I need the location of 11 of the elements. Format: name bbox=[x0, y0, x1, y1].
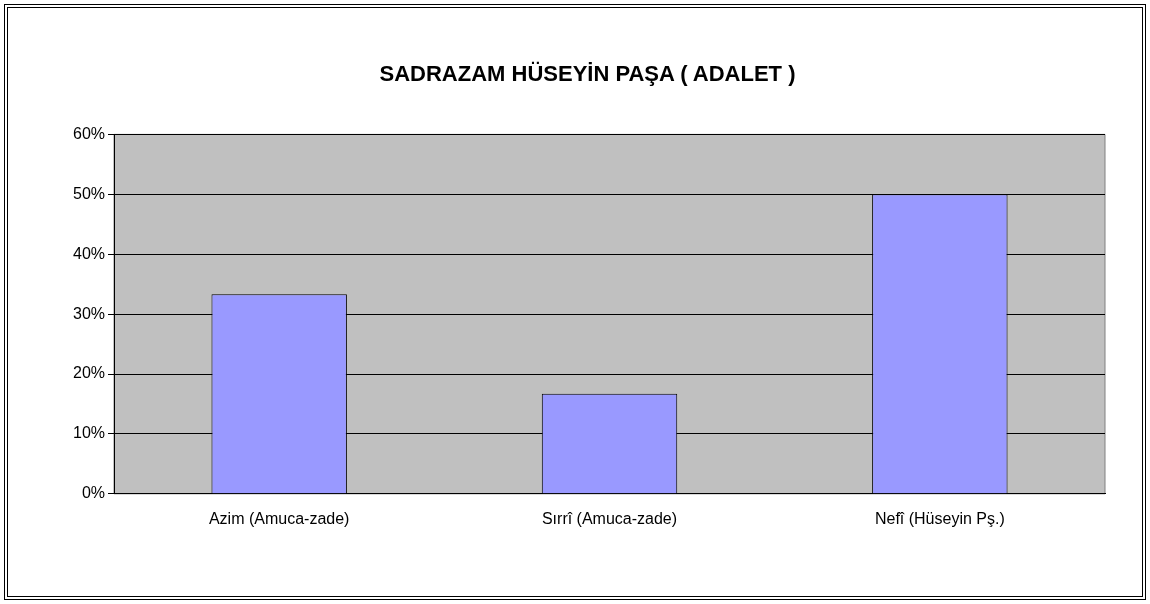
y-tick-label: 60% bbox=[72, 124, 106, 142]
y-tick-label: 10% bbox=[72, 424, 106, 442]
x-tick-label: Sırrî (Amuca-zade) bbox=[541, 509, 678, 527]
y-tick-label: 50% bbox=[72, 184, 106, 202]
y-tick-label: 40% bbox=[72, 244, 106, 262]
y-tick-label: 20% bbox=[72, 364, 106, 382]
x-tick-label: Nefî (Hüseyin Pş.) bbox=[874, 509, 1005, 527]
x-tick-label: Azim (Amuca-zade) bbox=[208, 509, 350, 527]
y-tick-label: 30% bbox=[72, 304, 106, 322]
y-tick-label: 0% bbox=[81, 484, 106, 502]
chart-title: SADRAZAM HÜSEYİN PAŞA ( ADALET ) bbox=[379, 61, 796, 87]
